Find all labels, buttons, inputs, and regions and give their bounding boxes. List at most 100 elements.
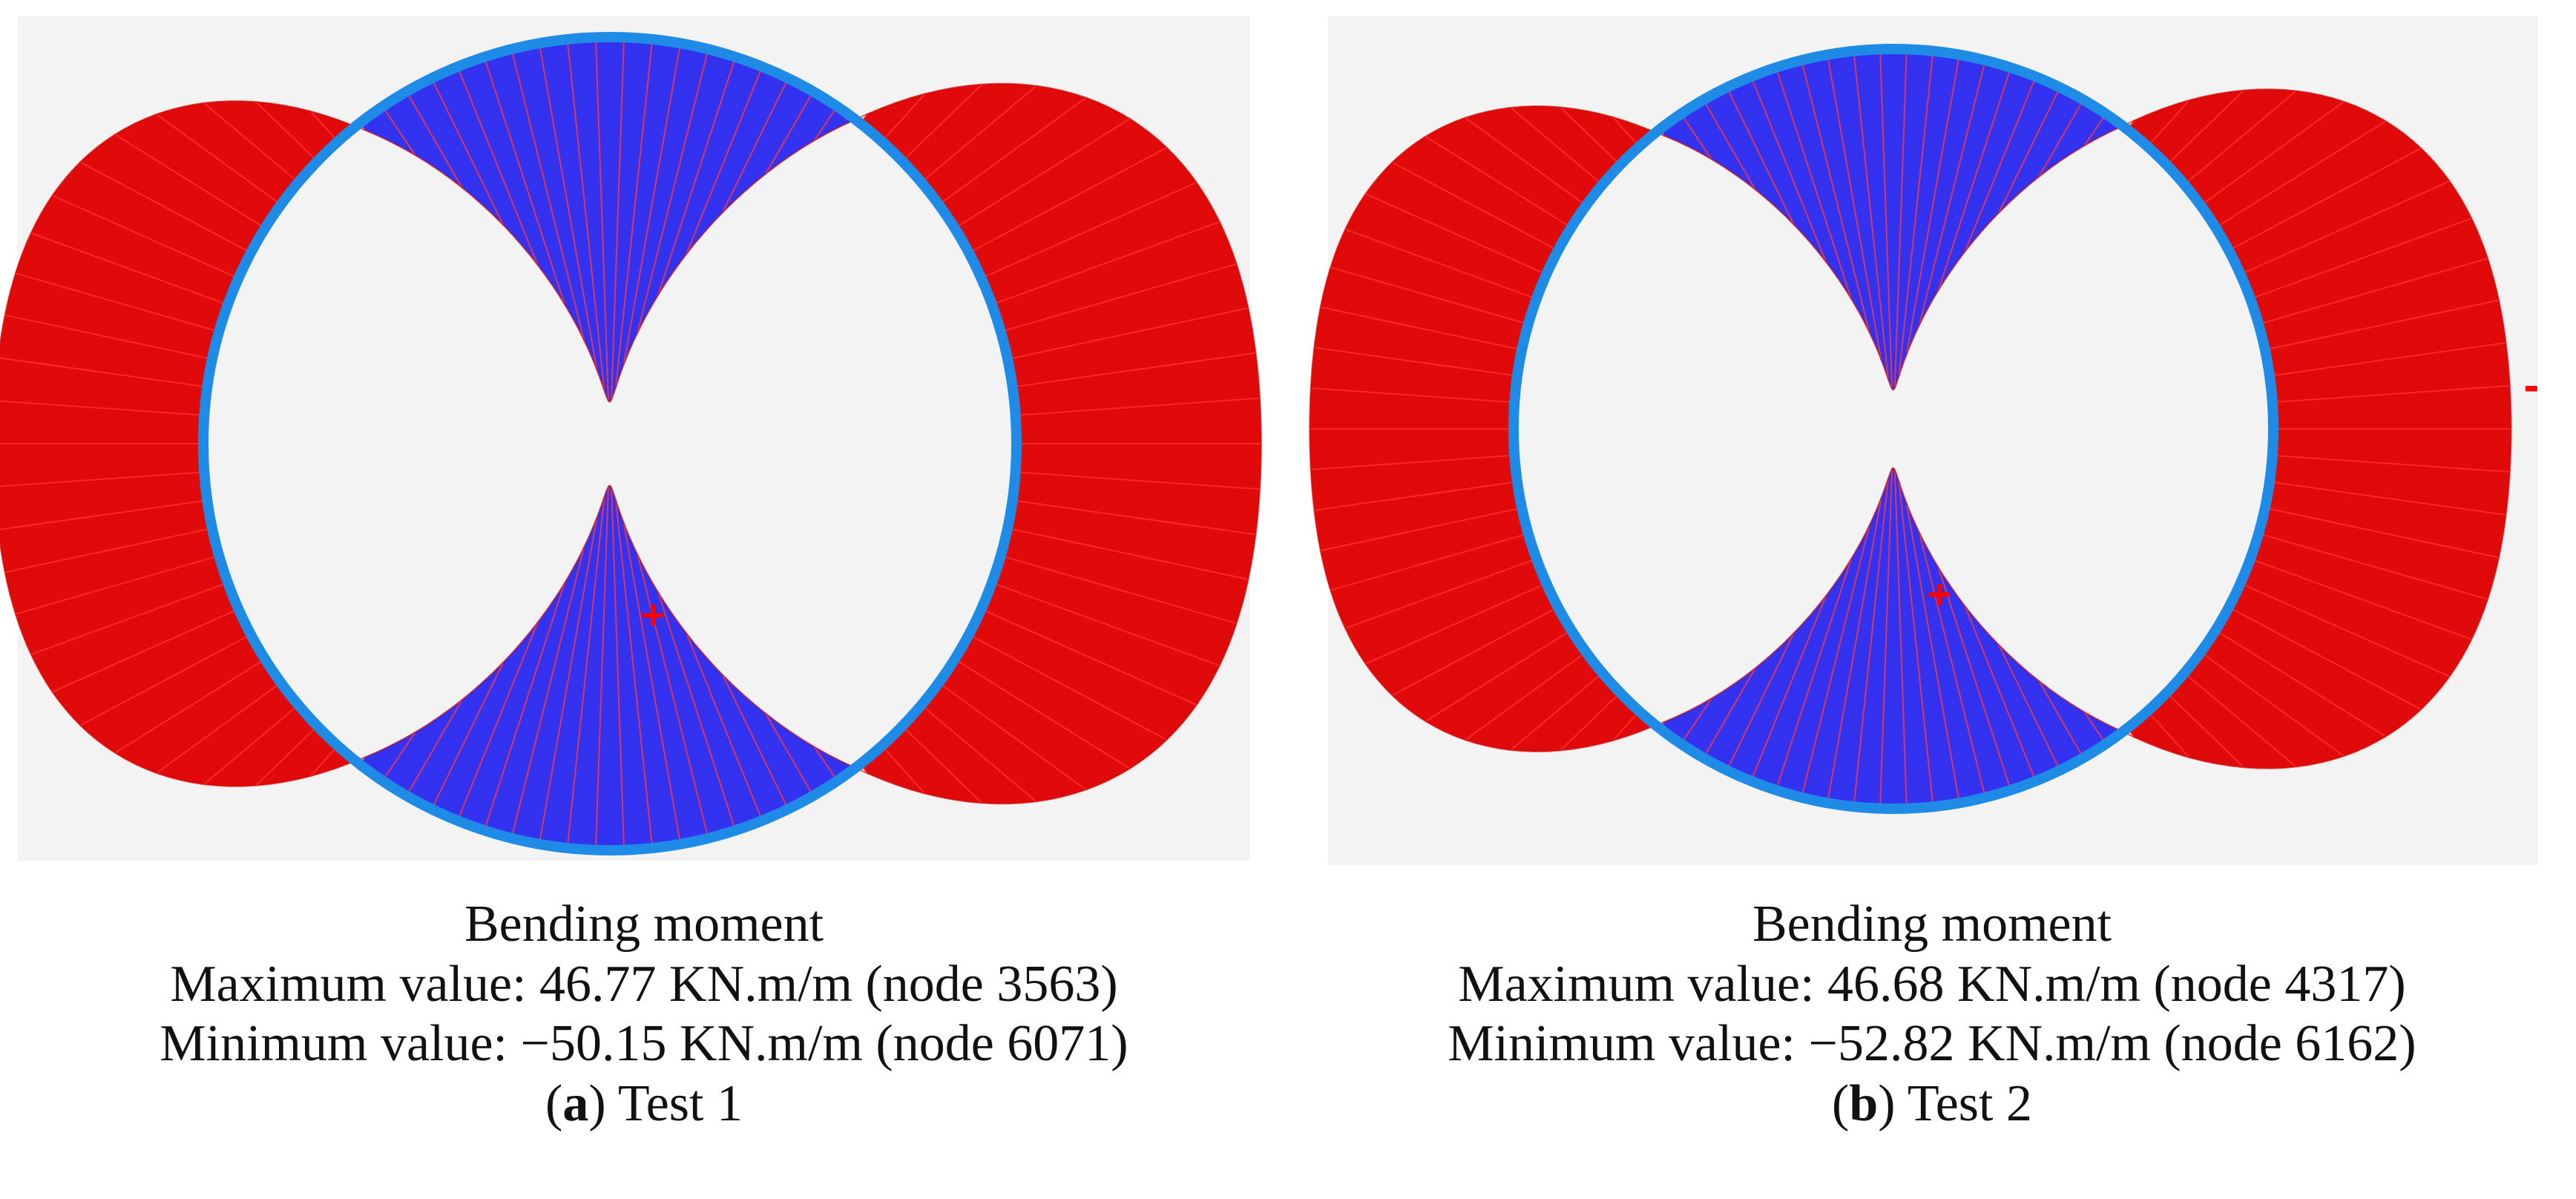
moment-ray bbox=[2258, 533, 2488, 600]
moment-ray bbox=[2269, 342, 2506, 377]
subfigure-test-name: Test 1 bbox=[617, 1074, 743, 1132]
moment-ray bbox=[2146, 710, 2190, 758]
moment-ray bbox=[938, 682, 1087, 791]
moment-ray bbox=[1012, 499, 1256, 536]
moment-ray bbox=[566, 496, 605, 849]
moment-ray bbox=[1893, 49, 1908, 388]
moment-ray bbox=[657, 591, 737, 831]
moment-ray bbox=[1465, 651, 1587, 741]
moment-ray bbox=[1510, 107, 1603, 185]
moment-ray bbox=[430, 78, 505, 226]
moment-outline bbox=[1309, 88, 2512, 769]
moment-ray bbox=[1320, 306, 1522, 351]
caption-max-value: Maximum value: 46.68 KN.m/m (node 4317) bbox=[1458, 955, 2406, 1013]
moment-ray bbox=[1007, 307, 1249, 361]
moment-ray bbox=[1918, 532, 1986, 798]
moment-ray bbox=[30, 582, 229, 655]
moment-ray bbox=[721, 674, 789, 809]
moment-ray bbox=[2166, 692, 2245, 769]
moment-ray bbox=[1801, 59, 1870, 333]
moment-ray bbox=[1611, 710, 1640, 741]
sign-plus-marker: + bbox=[1928, 571, 1952, 617]
moment-ray bbox=[881, 93, 926, 142]
moment-ray bbox=[255, 725, 318, 786]
moment-ray bbox=[1314, 481, 1518, 511]
moment-ray bbox=[15, 272, 220, 332]
moment-ray bbox=[381, 732, 416, 781]
moment-ray bbox=[1750, 595, 1827, 782]
moment-ray bbox=[2258, 257, 2488, 325]
moment-ray bbox=[2215, 120, 2387, 229]
moment-ray bbox=[954, 658, 1131, 769]
moment-ray bbox=[2250, 217, 2472, 300]
moment-ray bbox=[622, 43, 682, 365]
moment-ray bbox=[1827, 54, 1882, 361]
caption-subfigure-label: (b) Test 2 bbox=[1832, 1074, 2032, 1132]
moment-ray bbox=[1425, 629, 1572, 722]
moment-ray bbox=[1007, 527, 1249, 580]
moment-ray bbox=[406, 699, 463, 797]
moment-ray bbox=[1775, 67, 1853, 300]
moment-ray bbox=[611, 37, 625, 400]
subfigure-letter: b bbox=[1849, 1074, 1879, 1132]
moment-ray bbox=[203, 102, 299, 183]
moment-ray bbox=[2038, 99, 2084, 177]
moment-ray bbox=[1611, 116, 1640, 148]
moment-ray bbox=[1391, 161, 1559, 252]
moment-ray bbox=[1905, 502, 1960, 804]
moment-ray bbox=[657, 56, 737, 296]
moment-ray bbox=[114, 658, 266, 754]
moment-ray bbox=[1330, 266, 1529, 325]
moment-ray bbox=[1465, 116, 1587, 206]
moment-ray bbox=[1510, 672, 1603, 751]
moment-ray bbox=[566, 39, 605, 391]
moment-ray bbox=[309, 111, 339, 142]
tunnel-ring bbox=[1508, 44, 2278, 814]
moment-ray bbox=[1012, 352, 1256, 388]
moment-ray bbox=[921, 85, 1037, 183]
moment-lobes bbox=[1309, 49, 2512, 809]
moment-ray bbox=[611, 487, 625, 850]
moment-ray bbox=[255, 101, 318, 162]
subfigure-letter: a bbox=[562, 1074, 589, 1132]
caption-subfigure-label: (a) Test 1 bbox=[545, 1074, 743, 1132]
caption-test-2: Bending moment Maximum value: 46.68 KN.m… bbox=[1288, 895, 2576, 1134]
moment-ray bbox=[1898, 481, 1934, 807]
moment-ray bbox=[2215, 629, 2387, 738]
moment-ray bbox=[156, 682, 282, 774]
moment-ray bbox=[1879, 49, 1893, 390]
moment-ray bbox=[1320, 507, 1522, 552]
moment-ray bbox=[991, 220, 1220, 306]
moment-ray bbox=[4, 314, 213, 361]
moment-ray bbox=[538, 517, 598, 844]
moment-ray bbox=[1998, 87, 2061, 214]
moment-ray bbox=[1750, 76, 1827, 263]
moment-ray bbox=[1893, 470, 1908, 809]
moment-ray bbox=[1391, 606, 1559, 697]
moment-ray bbox=[79, 161, 252, 254]
moment-ray bbox=[1310, 454, 1515, 470]
negative-moment-lobe bbox=[1659, 467, 2123, 809]
moment-ray bbox=[615, 39, 654, 388]
moment-ray bbox=[921, 704, 1037, 803]
bending-moment-diagram-test-1: + bbox=[0, 16, 1262, 861]
caption-min-value: Minimum value: −52.82 KN.m/m (node 6162) bbox=[1448, 1015, 2416, 1072]
moment-ray bbox=[1000, 555, 1237, 625]
moment-ray bbox=[1314, 346, 1518, 377]
moment-ray bbox=[0, 400, 205, 416]
moment-ray bbox=[4, 527, 213, 574]
moment-ray bbox=[622, 522, 682, 844]
moment-ray bbox=[637, 553, 709, 838]
moment-ray bbox=[2240, 582, 2451, 677]
moment-ray bbox=[594, 486, 609, 850]
moment-ray bbox=[406, 91, 463, 188]
moment-ray bbox=[1726, 632, 1795, 771]
moment-ray bbox=[2272, 384, 2510, 404]
moment-ray bbox=[381, 106, 416, 156]
moment-ray bbox=[510, 49, 585, 341]
moment-ray bbox=[52, 194, 239, 280]
moment-ray bbox=[686, 66, 763, 254]
moment-ray bbox=[309, 745, 339, 777]
moment-ray bbox=[1726, 87, 1795, 226]
moment-ray bbox=[1425, 136, 1572, 229]
